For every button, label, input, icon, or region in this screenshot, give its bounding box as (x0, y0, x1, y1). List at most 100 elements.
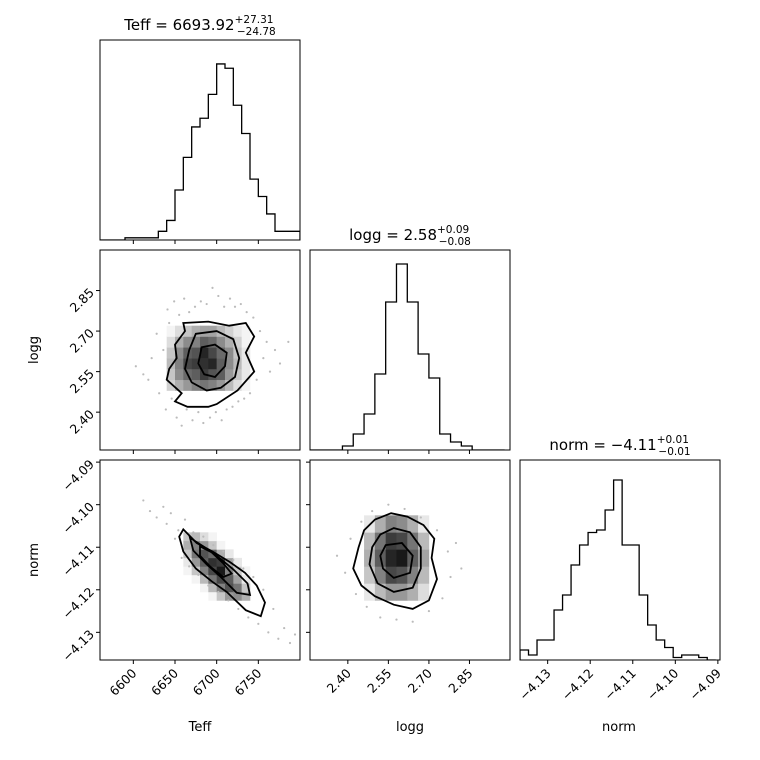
teff-norm-2d-sample-point (217, 590, 220, 594)
teff-x-axis-label: Teff (188, 720, 213, 735)
teff-logg-2d-density-cell (191, 368, 201, 381)
teff-norm-2d-sample-point (173, 537, 177, 540)
teff-norm-2d-sample-point (207, 584, 210, 587)
teff-logg-2d-y-tick-label: 2.55 (67, 366, 97, 396)
logg-norm-2d-sample-point (441, 597, 444, 600)
teff-logg-2d-density-cell (200, 379, 209, 391)
logg-norm-2d-panel: 2.40 2.55 2.70 2.85 (306, 459, 511, 696)
teff-logg-2d-sample-point (211, 286, 214, 289)
teff-norm-2d-sample-point (177, 529, 180, 532)
teff-norm-2d-density-cell (216, 591, 226, 601)
teff-norm-2d-sample-point (212, 544, 215, 547)
teff-norm-2d-density-cell (208, 583, 217, 593)
teff-logg-2d-density-cell (175, 379, 184, 391)
logg-hist-step-line (310, 263, 505, 450)
teff-logg-2d-density-cell (216, 358, 226, 370)
teff-norm-2d-sample-point (237, 607, 240, 611)
logg-norm-2d-sample-point (427, 609, 431, 613)
teff-norm-2d-density-cell (216, 540, 226, 550)
teff-logg-2d-density-cell (175, 347, 184, 359)
teff-norm-2d-density-cell (208, 532, 217, 542)
teff-logg-2d-sample-point (233, 305, 237, 308)
teff-logg-2d-sample-point (237, 400, 240, 403)
teff-norm-2d-sample-point (197, 573, 200, 576)
teff-norm-2d-density-cell (191, 574, 201, 584)
teff-norm-2d-x-tick-label: 6600 (106, 665, 139, 698)
teff-logg-2d-density-cell (166, 347, 176, 359)
teff-logg-2d-sample-point (228, 297, 232, 300)
teff-logg-2d-density-cell (208, 358, 217, 370)
teff-logg-2d-sample-point (162, 348, 165, 352)
norm-hist-step-line (520, 479, 716, 660)
logg-norm-2d-sample-point (349, 537, 352, 540)
teff-norm-2d-sample-point (252, 575, 255, 579)
teff-norm-2d-density-cell (183, 549, 192, 559)
teff-logg-2d-density-cell (166, 325, 176, 337)
teff-norm-2d-density-cell (183, 532, 192, 542)
teff-norm-2d-sample-point (202, 535, 205, 538)
teff-norm-2d-density-cell (241, 591, 251, 601)
teff-logg-2d-density-cell (200, 325, 209, 337)
teff-logg-2d-sample-point (205, 302, 208, 306)
teff-norm-2d-density-cell (191, 532, 201, 542)
teff-logg-2d-sample-point (223, 305, 226, 308)
teff-logg-2d-density-cell (225, 358, 234, 370)
teff-logg-2d-sample-point (134, 365, 137, 368)
logg-norm-2d-sample-point (395, 618, 398, 621)
teff-logg-2d-sample-point (170, 397, 173, 400)
teff-logg-2d-density-cell (216, 325, 226, 337)
teff-logg-2d-density-cell (183, 325, 192, 337)
teff-logg-2d-density-cell (233, 379, 242, 391)
teff-logg-2d-density-cell (191, 358, 201, 370)
logg-norm-2d-sample-point (387, 503, 390, 506)
teff-norm-2d-sample-point (222, 550, 225, 553)
teff-logg-2d-frame (99, 249, 301, 451)
teff-norm-2d-density-cell (241, 574, 251, 584)
teff-logg-2d-density-cell (216, 379, 226, 391)
teff-logg-2d-density-cell (183, 379, 192, 391)
teff-logg-2d-density-cell (225, 379, 234, 391)
logg-norm-2d-density-cell (364, 532, 376, 550)
logg-norm-2d-density-cell (385, 532, 397, 550)
logg-norm-2d-sample-point (365, 605, 368, 608)
logg-norm-2d-x-tick-label: 2.85 (445, 666, 475, 696)
teff-norm-2d-y-tick-label: −4.11 (59, 542, 97, 580)
teff-norm-2d-x-tick-label: 6650 (148, 665, 181, 698)
teff-logg-2d-sample-point (265, 340, 268, 343)
logg-norm-2d-contour-1 (352, 512, 438, 610)
teff-logg-2d-density-cell (191, 325, 201, 337)
teff-logg-2d-sample-point (220, 419, 223, 422)
teff-norm-2d-density-cell (225, 583, 234, 593)
norm-hist-panel: norm = −4.11+0.01 −0.01−4.13 −4.12 −4.11 −4.… (516, 434, 724, 703)
teff-logg-2d-sample-point (199, 300, 202, 303)
logg-norm-2d-density-cell (385, 515, 397, 533)
teff-logg-2d-density-cell (233, 336, 242, 348)
teff-logg-2d-sample-point (164, 408, 167, 411)
teff-norm-2d-sample-point (293, 633, 297, 636)
norm-hist-x-tick-label: −4.09 (686, 665, 724, 703)
teff-norm-2d-density-cell (183, 540, 192, 550)
teff-logg-2d-density-cell (241, 379, 251, 391)
logg-norm-2d-sample-point (371, 509, 374, 513)
norm-hist-frame (519, 459, 721, 661)
teff-norm-2d-density-cell (233, 591, 242, 601)
logg-hist-title-main: logg = 2.58 (349, 226, 437, 244)
logg-hist-plot-area (310, 263, 505, 450)
teff-logg-2d-sample-point (147, 378, 150, 381)
teff-logg-2d-sample-point (252, 316, 255, 319)
teff-logg-2d-plot-area (134, 286, 290, 427)
norm-x-axis-label: norm (602, 720, 636, 735)
teff-norm-2d-sample-point (257, 622, 260, 625)
teff-norm-2d-sample-point (272, 607, 275, 611)
teff-norm-2d-sample-point (142, 499, 145, 502)
teff-norm-2d-sample-point (242, 567, 245, 570)
teff-logg-2d-density-cell (166, 358, 176, 370)
teff-logg-2d-density-cell (241, 368, 251, 381)
logg-hist-panel: logg = 2.58+0.09 −0.08 (309, 224, 511, 454)
teff-logg-2d-density-cell (233, 325, 242, 337)
logg-hist-title: logg = 2.58+0.09 −0.08 (349, 224, 471, 248)
teff-logg-2d-sample-point (155, 332, 158, 335)
teff-logg-2d-density-cell (191, 336, 201, 348)
teff-logg-2d-sample-point (193, 305, 197, 308)
teff-norm-2d-sample-point (162, 505, 165, 508)
